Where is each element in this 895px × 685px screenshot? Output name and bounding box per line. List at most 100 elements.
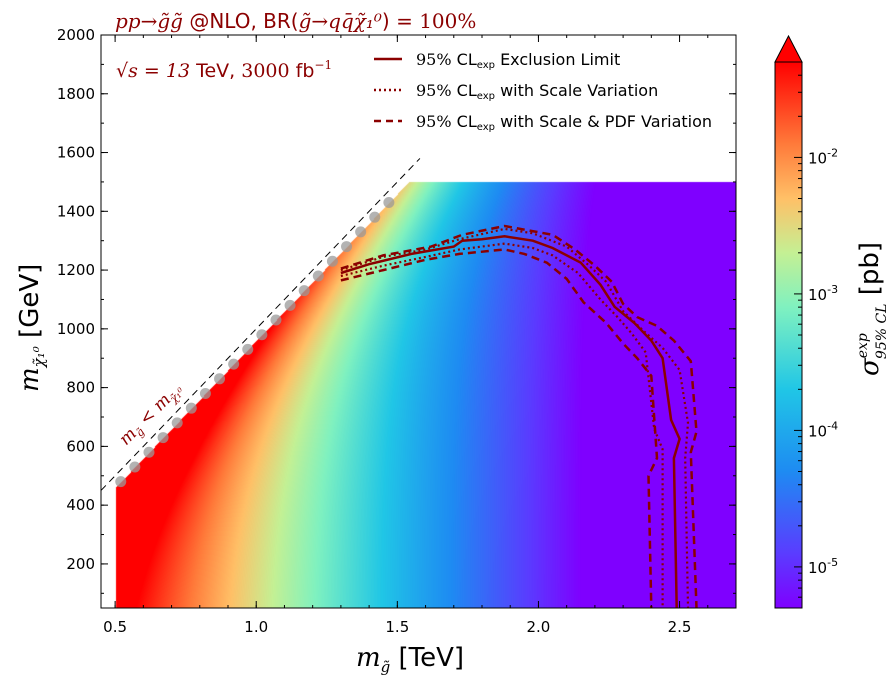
y-axis: 200 400 600 800 1000 1200 1400 1600 1800 2000: [57, 26, 736, 594]
legend-0-pct: 95%: [416, 50, 452, 69]
y-title-sym: m: [15, 367, 45, 392]
y-tick-label: 2000: [57, 26, 95, 44]
contour-scale-upper: [340, 227, 690, 608]
cb-title-sup: exp: [855, 333, 871, 358]
diagonal-edge-marker: [256, 329, 268, 341]
colorbar-tick-label: 10-4: [808, 419, 838, 440]
colorbar-tick-label: 10-5: [808, 556, 838, 577]
y-tick-label: 1800: [57, 85, 95, 103]
x-title-sub: g̃: [381, 658, 391, 676]
legend-2-pct: 95%: [416, 112, 452, 131]
legend-entry-scale-pdf: 95% CLexp with Scale & PDF Variation: [416, 112, 712, 133]
y-title-sub: χ̃₁⁰: [30, 346, 48, 368]
diagonal-edge-marker: [115, 476, 127, 488]
legend-1-rest: with Scale Variation: [495, 81, 658, 100]
legend-1-pct: 95%: [416, 81, 452, 100]
diagonal-edge-marker: [157, 432, 169, 444]
diagonal-edge-marker: [214, 373, 226, 385]
x-axis: 0.5 1.0 1.5 2.0 2.5: [103, 35, 737, 636]
y-tick-label: 1200: [57, 261, 95, 279]
y-tick-label: 800: [66, 379, 95, 397]
y-axis-title: mχ̃₁⁰ [GeV]: [15, 264, 48, 392]
colorbar-tick-label: 10-2: [808, 146, 838, 167]
diagonal-edge-marker: [185, 402, 197, 414]
title-decay: g̃→qq̄χ̃₁⁰: [299, 9, 382, 33]
diagonal-edge-marker: [171, 417, 183, 429]
diagonal-edge-marker: [341, 241, 353, 253]
colorbar-ticks: 10-510-410-310-2: [794, 74, 838, 598]
title-process: pp→g̃g̃: [115, 9, 183, 33]
diagonal-edge-marker: [228, 358, 240, 370]
plot-frame: [100, 34, 737, 609]
title-close: ) =: [382, 9, 419, 33]
colorbar-tick-exp: -3: [827, 283, 838, 296]
chart-title: pp→g̃g̃ @NLO, BR(g̃→qq̄χ̃₁⁰) = 100%: [115, 9, 476, 33]
x-tick-label: 0.5: [103, 618, 127, 636]
x-tick-label: 2.5: [668, 618, 692, 636]
x-tick-label: 1.0: [244, 618, 268, 636]
colorbar-tick-base: 10: [808, 422, 827, 440]
diagonal-edge-marker: [326, 255, 338, 267]
sqrt-s: √s = 13: [116, 60, 190, 82]
y-tick-label: 200: [66, 555, 95, 573]
diagonal-edge-marker: [298, 285, 310, 297]
legend-entry-exclusion: 95% CLexp Exclusion Limit: [416, 50, 620, 71]
fb-exponent: −1: [314, 58, 332, 72]
energy-annotation: √s = 13 TeV, 3000 fb−1: [116, 58, 332, 82]
diagonal-edge-marker: [270, 314, 282, 326]
contour-scale-pdf-upper: [340, 224, 698, 608]
x-tick-label: 2.0: [527, 618, 551, 636]
diagonal-kinematic-line: [101, 158, 421, 491]
fb-text: fb: [290, 60, 315, 82]
legend-2-sub: exp: [477, 122, 495, 133]
y-tick-label: 1400: [57, 202, 95, 220]
colorbar-tick-label: 10-3: [808, 283, 838, 304]
cross-section-heatmap: [101, 35, 736, 608]
title-br-value: 100%: [419, 9, 476, 33]
diagonal-edge-marker: [369, 211, 381, 223]
x-title-sym: m: [356, 643, 381, 673]
legend-0-cl: CL: [452, 50, 477, 69]
contour-lines: [115, 196, 698, 608]
y-tick-label: 600: [66, 437, 95, 455]
y-tick-label: 400: [66, 496, 95, 514]
diagonal-edge-marker: [143, 446, 155, 458]
colorbar-tick-exp: -4: [827, 419, 838, 432]
cb-title-sub: 95% CL: [874, 304, 890, 360]
x-axis-title: mg̃ [TeV]: [356, 643, 464, 676]
diagonal-edge-marker: [199, 387, 211, 399]
diagonal-edge-marker: [242, 343, 254, 355]
cb-title-sigma: σ: [855, 357, 885, 376]
x-tick-label: 1.5: [385, 618, 409, 636]
legend: 95% CLexp Exclusion Limit 95% CLexp with…: [374, 50, 712, 133]
contour-exclusion-limit: [340, 235, 681, 608]
legend-entry-scale: 95% CLexp with Scale Variation: [416, 81, 658, 102]
diagonal-edge-marker: [284, 299, 296, 311]
legend-0-sub: exp: [477, 60, 495, 71]
lumi-value: 3000: [241, 60, 289, 82]
diagonal-edge-marker: [129, 461, 141, 473]
diagonal-edge-marker: [355, 226, 367, 238]
colorbar-tick-base: 10: [808, 286, 827, 304]
colorbar-tick-exp: -5: [827, 556, 838, 569]
legend-2-cl: CL: [452, 112, 477, 131]
colorbar-tick-base: 10: [808, 149, 827, 167]
colorbar-extend-arrow: [774, 34, 803, 63]
diagonal-edge-marker: [383, 196, 395, 208]
contour-scale-pdf-lower: [340, 248, 659, 608]
x-title-unit: [TeV]: [390, 643, 464, 673]
colorbar-tick-exp: -2: [827, 146, 838, 159]
colorbar-tick-base: 10: [808, 559, 827, 577]
tev-text: TeV,: [190, 60, 241, 82]
y-tick-label: 1000: [57, 320, 95, 338]
legend-1-cl: CL: [452, 81, 477, 100]
legend-0-rest: Exclusion Limit: [495, 50, 620, 69]
cb-title-unit: [pb]: [855, 242, 885, 304]
title-nlo: @NLO, BR(: [183, 9, 299, 33]
legend-1-sub: exp: [477, 91, 495, 102]
colorbar-title: σexp 95% CL [pb]: [855, 242, 890, 376]
y-tick-label: 1600: [57, 144, 95, 162]
legend-2-rest: with Scale & PDF Variation: [495, 112, 712, 131]
colorbar: 10-510-410-310-2: [774, 34, 838, 609]
